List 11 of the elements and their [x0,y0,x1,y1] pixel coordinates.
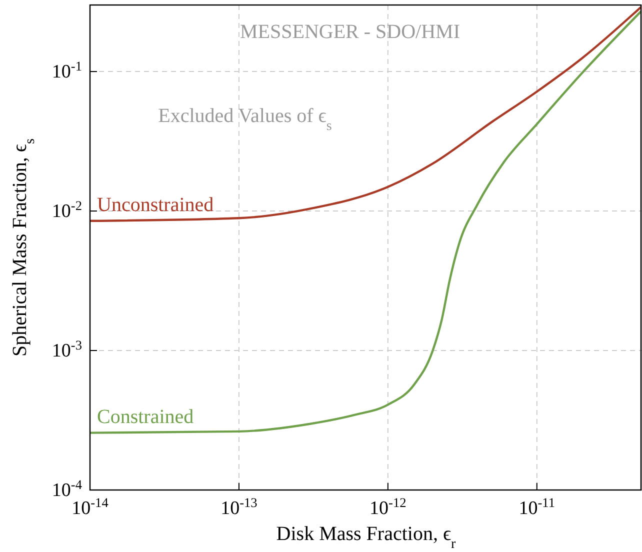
annotation: MESSENGER - SDO/HMI [240,21,460,43]
x-tick-label: 10$^{-13}$ [220,494,258,519]
x-axis-title: Disk Mass Fraction, ϵ$_{r}$ [276,523,456,552]
x-tick-label: 10$^{-12}$ [370,494,406,519]
y-tick-label: 10$^{-3}$ [52,337,82,362]
series-label: Constrained [97,406,194,428]
y-tick-label: 10$^{-1}$ [52,58,82,83]
annotation: Excluded Values of ϵ$_{s}$ [158,105,332,134]
series-label: Unconstrained [97,194,214,216]
y-tick-label: 10$^{-2}$ [52,198,82,222]
x-tick-label: 10$^{-11}$ [518,494,555,519]
